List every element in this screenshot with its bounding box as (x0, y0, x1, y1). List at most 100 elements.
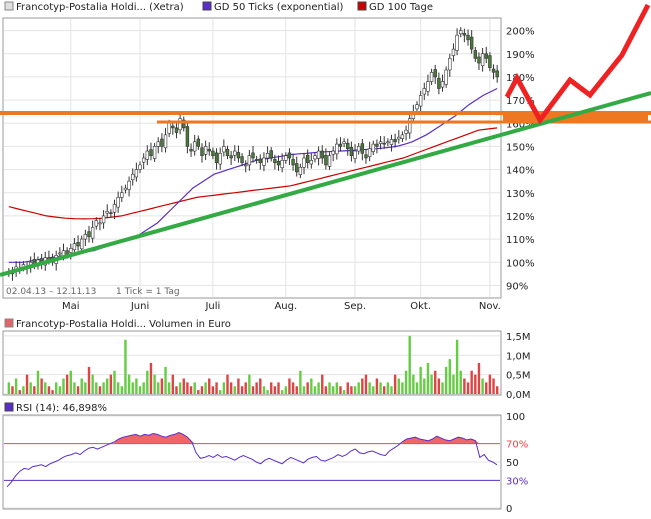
price-y-tick-label: 130% (506, 189, 535, 200)
candle-body (378, 141, 383, 144)
volume-bar (459, 370, 462, 394)
volume-y-tick-label: 1,0M (506, 351, 531, 362)
candle-body (364, 154, 368, 159)
volume-bar (393, 374, 397, 394)
volume-bar (22, 386, 25, 394)
volume-bar (215, 382, 218, 394)
volume-y-tick-label: 0,0M (506, 390, 531, 401)
volume-bar (474, 374, 477, 394)
volume-bar (437, 378, 441, 394)
volume-bar (171, 374, 175, 394)
candle-body (284, 155, 288, 161)
rsi-y-tick-label: 100 (506, 412, 525, 423)
price-y-tick-label: 100% (506, 258, 535, 269)
candle-body (236, 152, 241, 159)
candle-body (229, 155, 233, 159)
volume-bar (434, 370, 437, 394)
volume-bar (273, 386, 277, 394)
price-y-tick-label: 180% (506, 73, 535, 84)
volume-bar (463, 378, 466, 394)
volume-bar (186, 382, 189, 394)
x-tick-label: Sep. (344, 301, 366, 312)
legend-label-price: Francotyp-Postalia Holdi... (Xetra) (16, 2, 184, 13)
candle-body (240, 156, 244, 163)
candle-body (200, 147, 204, 156)
gd100-line-group (8, 127, 498, 220)
candle-body (437, 78, 441, 89)
volume-bar (306, 382, 309, 394)
volume-bar (240, 386, 244, 394)
legend-label-gd50: GD 50 Ticks (exponential) (214, 2, 343, 13)
volume-bar (313, 386, 317, 394)
candle-body (444, 69, 448, 85)
candle-body (327, 155, 332, 167)
rsi-y-tick-label: 50 (506, 458, 519, 469)
volume-bar (441, 382, 444, 394)
candle-body (367, 148, 372, 157)
volume-bar (175, 386, 178, 394)
volume-bar (375, 378, 379, 394)
volume-bar (485, 382, 488, 394)
candle-body (342, 141, 346, 144)
volume-y-ticks: 1,5M 1,0M 0,5M 0,0M (506, 332, 531, 401)
volume-bar (262, 386, 266, 394)
candle-body (462, 33, 467, 36)
rsi-y-ticks: 100 70% 50 30% 0 (506, 412, 528, 515)
candle-body (418, 95, 423, 107)
volume-bar (178, 382, 182, 394)
volume-bar (219, 390, 222, 394)
candle-body (101, 215, 106, 224)
volume-bar (211, 386, 215, 394)
volume-bar (167, 382, 171, 394)
volume-bar (127, 374, 131, 394)
candle-body (375, 143, 379, 147)
candle-body (287, 152, 292, 159)
candle-body (69, 248, 73, 253)
volume-bar (76, 386, 80, 394)
volume-bar (204, 382, 207, 394)
x-tick-label: Mai (62, 301, 80, 312)
candle-body (94, 220, 98, 227)
rsi-y-tick-label: 0 (506, 504, 512, 515)
volume-bars (7, 335, 499, 394)
price-y-tick-label: 160% (506, 119, 535, 130)
candle-body (393, 139, 397, 143)
volume-bar (102, 382, 105, 394)
candle-body (171, 125, 175, 129)
candle-body (254, 159, 259, 161)
volume-bar (157, 382, 160, 394)
volume-bar (430, 374, 433, 394)
rsi-line (6, 432, 498, 488)
candle-body (389, 139, 394, 145)
candle-body (105, 210, 109, 214)
candle-body (397, 136, 401, 140)
rsi-title: RSI (14): 46,898% (16, 403, 107, 414)
candle-body (338, 143, 343, 147)
legend-swatch-price (4, 1, 14, 11)
candle-body (233, 150, 237, 156)
volume-panel-frame (2, 330, 502, 396)
candle-body (477, 56, 481, 64)
candle-body (349, 147, 354, 156)
volume-bar (448, 359, 451, 394)
candle-body (302, 157, 306, 168)
volume-bar (291, 382, 295, 394)
volume-bar (357, 382, 360, 394)
volume-bar (383, 386, 386, 394)
volume-title: Francotyp-Postalia Holdi... Volumen in E… (16, 319, 231, 330)
volume-bar (109, 374, 113, 394)
candle-body (141, 157, 146, 163)
volume-bar (62, 378, 65, 394)
candle-body (324, 154, 328, 166)
candle-body (120, 192, 124, 198)
volume-bar (412, 374, 415, 394)
volume-bar (481, 378, 484, 394)
candle-body (466, 34, 470, 41)
volume-bar (401, 382, 404, 394)
volume-bar (335, 382, 339, 394)
volume-bar (302, 386, 306, 394)
candle-body (131, 173, 135, 181)
volume-bar (95, 382, 98, 394)
price-y-tick-label: 150% (506, 142, 535, 153)
volume-bar (470, 370, 473, 394)
